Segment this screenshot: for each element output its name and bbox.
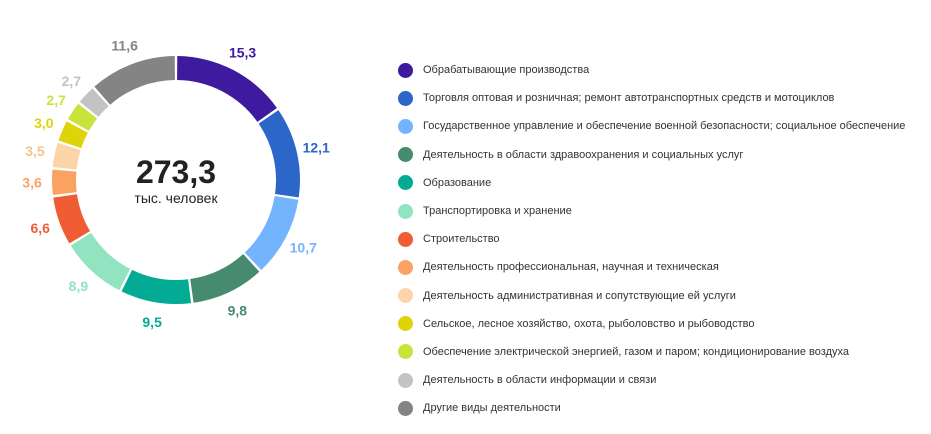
legend-label: Образование <box>423 176 492 189</box>
legend-swatch <box>398 175 413 191</box>
legend-swatch <box>398 259 413 275</box>
slice-value-label: 2,7 <box>46 92 66 108</box>
legend-label: Деятельность в области здравоохранения и… <box>423 148 744 161</box>
donut-slice <box>121 269 192 304</box>
donut-slice <box>52 142 81 170</box>
legend-swatch <box>398 316 413 332</box>
donut-chart: 15,3 12,1 10,7 9,8 9,5 8,9 6,6 3,6 3,5 3,0 2,7 2,7 1… <box>22 37 330 330</box>
donut-slice <box>190 254 260 303</box>
legend-item: Торговля оптовая и розничная; ремонт авт… <box>398 84 905 112</box>
legend-item: Другие виды деятельности <box>398 394 905 422</box>
legend-item: Сельское, лесное хозяйство, охота, рыбол… <box>398 310 905 338</box>
legend-label: Строительство <box>423 233 500 246</box>
legend-label: Деятельность профессиональная, научная и… <box>423 261 719 274</box>
slice-value-label: 15,3 <box>229 44 256 60</box>
slice-value-label: 10,7 <box>290 239 317 255</box>
slice-value-label: 12,1 <box>303 139 330 155</box>
legend-label: Сельское, лесное хозяйство, охота, рыбол… <box>423 317 755 330</box>
legend: Обрабатывающие производства Торговля опто… <box>398 56 905 422</box>
legend-label: Транспортировка и хранение <box>423 205 572 218</box>
slice-value-label: 2,7 <box>62 73 82 89</box>
legend-item: Образование <box>398 169 905 197</box>
center-total: 273,3 <box>136 154 216 190</box>
donut-slice <box>94 56 175 105</box>
legend-swatch <box>398 147 413 163</box>
slice-value-label: 6,6 <box>30 220 50 236</box>
legend-swatch <box>398 372 413 388</box>
legend-label: Обрабатывающие производства <box>423 64 590 77</box>
legend-item: Деятельность в области здравоохранения и… <box>398 141 905 169</box>
slice-value-labels: 15,3 12,1 10,7 9,8 9,5 8,9 6,6 3,6 3,5 3,0 2,7 2,7 1… <box>22 37 330 330</box>
donut-slice <box>244 196 299 271</box>
legend-item: Обрабатывающие производства <box>398 56 905 84</box>
legend-swatch <box>398 288 413 304</box>
legend-swatch <box>398 231 413 247</box>
legend-label: Деятельность административная и сопутств… <box>423 289 736 302</box>
legend-swatch <box>398 344 413 360</box>
legend-swatch <box>398 400 413 416</box>
donut-slice <box>67 103 98 131</box>
slice-value-label: 3,0 <box>34 115 54 131</box>
legend-item: Строительство <box>398 225 905 253</box>
legend-item: Деятельность административная и сопутств… <box>398 282 905 310</box>
legend-label: Торговля оптовая и розничная; ремонт авт… <box>423 92 835 105</box>
legend-item: Транспортировка и хранение <box>398 197 905 225</box>
legend-item: Деятельность профессиональная, научная и… <box>398 253 905 281</box>
donut-slice <box>177 56 277 122</box>
slice-value-label: 3,5 <box>25 143 45 159</box>
slice-value-label: 9,8 <box>228 302 248 318</box>
legend-item: Государственное управление и обеспечение… <box>398 112 905 140</box>
donut-slice <box>58 121 88 149</box>
legend-swatch <box>398 90 413 106</box>
donut-slice <box>79 88 109 117</box>
donut-slice <box>53 194 91 244</box>
legend-swatch <box>398 203 413 219</box>
slice-value-label: 11,6 <box>111 37 138 53</box>
donut-slice <box>258 110 300 198</box>
donut-slices <box>51 56 300 304</box>
donut-slice <box>70 232 131 291</box>
legend-label: Обеспечение электрической энергией, газо… <box>423 345 849 358</box>
legend-label: Государственное управление и обеспечение… <box>423 120 906 133</box>
legend-swatch <box>398 118 413 134</box>
slice-value-label: 3,6 <box>22 175 42 191</box>
legend-swatch <box>398 62 413 78</box>
legend-label: Другие виды деятельности <box>423 402 561 415</box>
legend-label: Деятельность в области информации и связ… <box>423 374 657 387</box>
center-unit: тыс. человек <box>134 190 218 206</box>
slice-value-label: 8,9 <box>69 278 89 294</box>
legend-item: Обеспечение электрической энергией, газо… <box>398 338 905 366</box>
donut-slice <box>51 169 77 196</box>
slice-value-label: 9,5 <box>142 314 162 330</box>
legend-item: Деятельность в области информации и связ… <box>398 366 905 394</box>
